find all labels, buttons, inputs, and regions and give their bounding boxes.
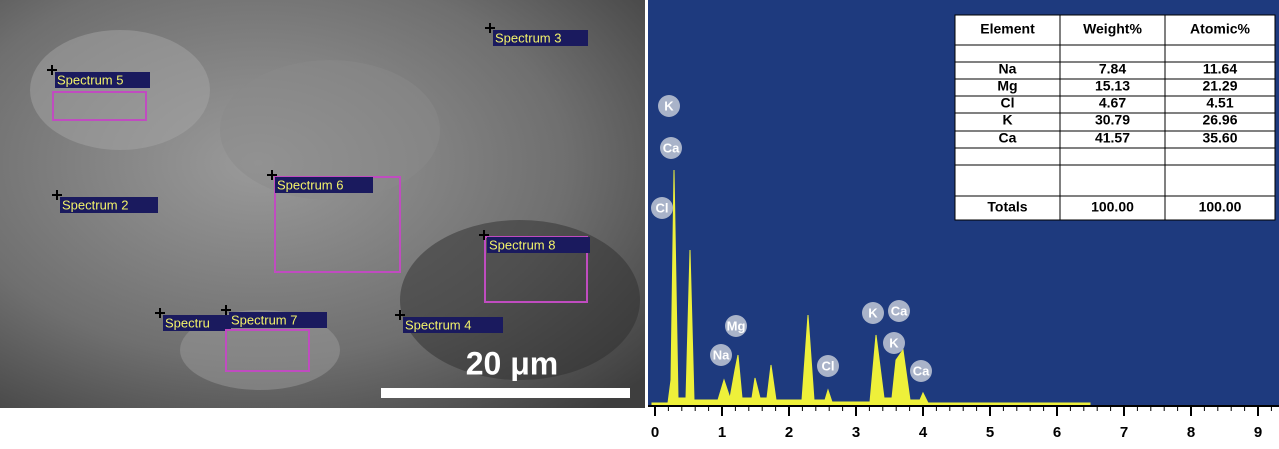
sem-texture bbox=[400, 220, 640, 380]
peak-marker bbox=[710, 344, 732, 366]
peak-label: Ca bbox=[891, 303, 908, 318]
spectrum-label: Spectru bbox=[165, 315, 210, 330]
x-tick-label: 9 bbox=[1254, 424, 1262, 441]
table-cell: 100.00 bbox=[1199, 199, 1242, 215]
table-cell: Cl bbox=[1001, 95, 1015, 111]
label-box bbox=[229, 312, 327, 328]
table-cell: Mg bbox=[997, 78, 1017, 94]
table-cell: 30.79 bbox=[1095, 112, 1130, 128]
spectrum-label: Spectrum 8 bbox=[489, 237, 555, 252]
crosshair bbox=[267, 170, 277, 180]
x-tick-label: 6 bbox=[1053, 424, 1061, 441]
table-cell: 26.96 bbox=[1202, 112, 1237, 128]
peak-marker bbox=[888, 300, 910, 322]
table-cell: 100.00 bbox=[1091, 199, 1134, 215]
x-tick-label: 0 bbox=[651, 424, 659, 441]
spectrum-label: Spectrum 3 bbox=[495, 30, 561, 45]
label-box bbox=[55, 72, 150, 88]
peak-label: Cl bbox=[822, 358, 835, 373]
x-tick-label: 7 bbox=[1120, 424, 1128, 441]
label-box bbox=[493, 30, 588, 46]
crosshair bbox=[155, 308, 165, 318]
table-header: Atomic% bbox=[1190, 21, 1250, 37]
sem-texture bbox=[220, 60, 440, 200]
peak-marker bbox=[658, 95, 680, 117]
label-box bbox=[487, 237, 590, 253]
peak-label: Ca bbox=[913, 363, 930, 378]
sem-texture bbox=[30, 30, 210, 150]
table-cell: 11.64 bbox=[1203, 61, 1237, 77]
peak-label: Cl bbox=[656, 200, 669, 215]
spectrum-curve bbox=[651, 169, 1091, 407]
crosshair bbox=[479, 230, 489, 240]
table-cell: Na bbox=[999, 61, 1017, 77]
peak-label: K bbox=[889, 335, 899, 350]
peak-label: Na bbox=[713, 347, 730, 362]
peak-marker bbox=[660, 137, 682, 159]
crosshair bbox=[221, 305, 231, 315]
peak-label: Mg bbox=[727, 318, 746, 333]
crosshair bbox=[47, 65, 57, 75]
scale-bar bbox=[381, 388, 630, 398]
table-cell: Totals bbox=[987, 199, 1027, 215]
table-cell: 41.57 bbox=[1095, 130, 1130, 146]
peak-label: Ca bbox=[663, 140, 680, 155]
spectrum-region bbox=[225, 329, 310, 372]
table-cell: 4.51 bbox=[1206, 95, 1233, 111]
x-tick-label: 8 bbox=[1187, 424, 1195, 441]
table-cell: 21.29 bbox=[1202, 78, 1237, 94]
crosshair bbox=[485, 23, 495, 33]
label-box bbox=[403, 317, 503, 333]
peak-label: K bbox=[868, 305, 878, 320]
label-box bbox=[163, 315, 231, 331]
x-tick-label: 1 bbox=[718, 424, 726, 441]
peak-marker bbox=[910, 360, 932, 382]
eds-table bbox=[954, 14, 1276, 221]
x-tick-label: 4 bbox=[919, 424, 928, 441]
table-cell: 15.13 bbox=[1095, 78, 1130, 94]
table-header: Element bbox=[980, 21, 1035, 37]
label-box bbox=[60, 197, 158, 213]
crosshair bbox=[395, 310, 405, 320]
spectrum-label: Spectrum 6 bbox=[277, 177, 343, 192]
peak-marker bbox=[651, 197, 673, 219]
table-header: Weight% bbox=[1083, 21, 1142, 37]
peak-marker bbox=[817, 355, 839, 377]
spectrum-label: Spectrum 4 bbox=[405, 317, 471, 332]
peak-marker bbox=[725, 315, 747, 337]
table-cell: Ca bbox=[999, 130, 1017, 146]
spectrum-label: Spectrum 5 bbox=[57, 72, 123, 87]
spectrum-label: Spectrum 2 bbox=[62, 197, 128, 212]
peak-marker bbox=[883, 332, 905, 354]
x-tick-label: 2 bbox=[785, 424, 793, 441]
label-box bbox=[275, 177, 373, 193]
table-cell: 7.84 bbox=[1099, 61, 1126, 77]
crosshair bbox=[52, 190, 62, 200]
table-cell: 4.67 bbox=[1099, 95, 1126, 111]
x-tick-label: 3 bbox=[852, 424, 860, 441]
table-cell: 35.60 bbox=[1202, 130, 1237, 146]
peak-marker bbox=[862, 302, 884, 324]
table-cell: K bbox=[1002, 112, 1012, 128]
x-tick-label: 5 bbox=[986, 424, 994, 441]
spectrum-label: Spectrum 7 bbox=[231, 312, 297, 327]
spectrum-region bbox=[52, 91, 147, 121]
scale-bar-label: 20 μm bbox=[466, 345, 559, 381]
peak-label: K bbox=[664, 98, 674, 113]
